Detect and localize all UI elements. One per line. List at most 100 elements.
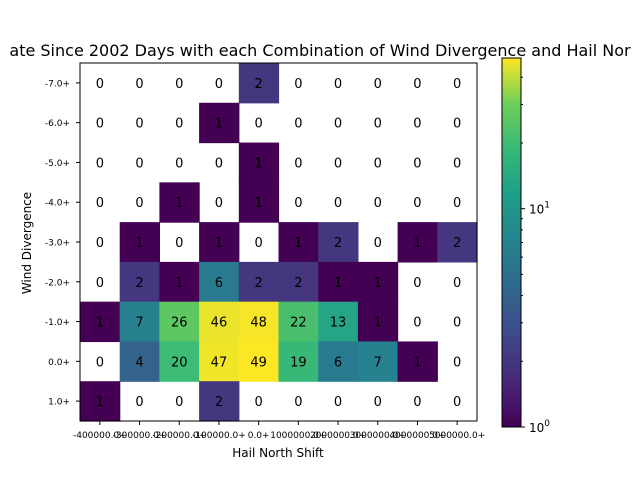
colorbar-ticks: 100 101	[521, 76, 550, 435]
heatmap-cell-labels: 0 0 0 0 2 0 0 0 0 0 0 0 0 1 0 0 0 0 0 0 0 0 0 0 1 0 0 0 0 0 0 0 1 0 1 0 0 0 0 0…	[96, 77, 462, 410]
colorbar-tick-label: 101	[529, 201, 550, 217]
y-axis: -7.0+ -6.0+ -5.0+ -4.0+ -3.0+ -2.0+ -1.0+ 0.0+ 1…	[45, 79, 80, 408]
heatmap-cell	[119, 301, 160, 343]
cell-value-label: 1	[413, 355, 421, 370]
cell-value-label: 0	[453, 77, 461, 92]
cell-value-label: 0	[96, 355, 104, 370]
y-tick-label: -5.0+	[45, 159, 70, 169]
heatmap-cell	[119, 261, 160, 303]
heatmap-cell	[159, 182, 200, 223]
colorbar-gradient	[501, 57, 522, 428]
heatmap-cell	[397, 222, 438, 263]
y-tick-label: -2.0+	[45, 278, 70, 288]
heatmap-cell	[318, 301, 359, 343]
heatmap-cell	[238, 341, 280, 382]
cell-value-label: 1	[175, 276, 183, 291]
cell-value-label: 2	[215, 395, 223, 410]
x-tick-label: 3000000.0+	[350, 431, 406, 441]
cell-value-label: 0	[135, 196, 143, 211]
cell-value-label: 13	[330, 316, 347, 331]
chart-title: ate Since 2002 Days with each Combinatio…	[9, 41, 631, 60]
cell-value-label: 0	[294, 117, 302, 132]
cell-value-label: 0	[96, 276, 104, 291]
cell-value-label: 2	[255, 276, 263, 291]
cell-value-label: 0	[175, 236, 183, 251]
cell-value-label: 0	[294, 395, 302, 410]
cell-value-label: 0	[413, 276, 421, 291]
cell-value-label: 0	[255, 236, 263, 251]
heatmap-cell	[199, 222, 240, 263]
x-axis: -400000.0+-300000.0+-200000.0+-100000.0+…	[73, 421, 485, 441]
y-tick-label: -7.0+	[45, 79, 70, 89]
cell-value-label: 0	[294, 77, 302, 92]
cell-value-label: 0	[215, 196, 223, 211]
cell-value-label: 20	[171, 355, 188, 370]
heatmap-cell	[278, 261, 319, 303]
cell-value-label: 22	[290, 316, 307, 331]
cell-value-label: 0	[374, 236, 382, 251]
y-tick-label: -4.0+	[45, 199, 70, 209]
cell-value-label: 0	[374, 395, 382, 410]
cell-value-label: 4	[135, 355, 143, 370]
cell-value-label: 0	[96, 156, 104, 171]
heatmap-cell	[278, 222, 319, 263]
x-tick-label: 0.0+	[248, 431, 270, 441]
cell-value-label: 0	[453, 276, 461, 291]
heatmap-cell	[159, 341, 200, 382]
cell-value-label: 47	[211, 355, 228, 370]
heatmap-cell	[238, 142, 280, 183]
heatmap-cell	[278, 341, 319, 382]
cell-value-label: 19	[290, 355, 307, 370]
cell-value-label: 0	[96, 196, 104, 211]
cell-value-label: 1	[175, 196, 183, 211]
cell-value-label: 7	[374, 355, 382, 370]
cell-value-label: 0	[96, 117, 104, 132]
cell-value-label: 0	[453, 156, 461, 171]
cell-value-label: 1	[215, 236, 223, 251]
cell-value-label: 0	[413, 316, 421, 331]
cell-value-label: 0	[374, 117, 382, 132]
cell-value-label: 0	[294, 156, 302, 171]
cell-value-label: 6	[215, 276, 223, 291]
heatmap-cell	[437, 222, 478, 263]
cell-value-label: 0	[175, 156, 183, 171]
cell-value-label: 49	[250, 355, 267, 370]
heatmap-cell	[318, 222, 359, 263]
cell-value-label: 1	[294, 236, 302, 251]
heatmap-cell	[199, 381, 240, 422]
cell-value-label: 0	[135, 395, 143, 410]
heatmap-cell	[318, 261, 359, 303]
cell-value-label: 48	[250, 316, 267, 331]
cell-value-label: 2	[453, 236, 461, 251]
y-tick-label: -6.0+	[45, 119, 70, 129]
heatmap-cell	[318, 341, 359, 382]
x-axis-label: Hail North Shift	[232, 446, 324, 460]
cell-value-label: 0	[255, 117, 263, 132]
heatmap-cell	[159, 261, 200, 303]
cell-value-label: 1	[374, 316, 382, 331]
cell-value-label: 0	[334, 395, 342, 410]
colorbar: 100 101	[501, 57, 550, 435]
heatmap-cell	[199, 301, 240, 343]
cell-value-label: 1	[334, 276, 342, 291]
x-tick-label: -100000.0+	[192, 431, 246, 441]
x-tick-label: 4000000.0+	[389, 431, 445, 441]
cell-value-label: 0	[96, 77, 104, 92]
cell-value-label: 0	[413, 156, 421, 171]
x-tick-label: -300000.0+	[113, 431, 167, 441]
cell-value-label: 0	[135, 156, 143, 171]
cell-value-label: 6	[334, 355, 342, 370]
cell-value-label: 0	[135, 77, 143, 92]
cell-value-label: 0	[453, 196, 461, 211]
cell-value-label: 0	[453, 316, 461, 331]
heatmap-cell	[357, 341, 399, 382]
cell-value-label: 26	[171, 316, 188, 331]
cell-value-label: 0	[294, 196, 302, 211]
x-tick-label: 5000000.0+	[429, 431, 485, 441]
cell-value-label: 0	[334, 156, 342, 171]
cell-value-label: 1	[255, 196, 263, 211]
cell-value-label: 7	[135, 316, 143, 331]
cell-value-label: 0	[374, 156, 382, 171]
heatmap-cell	[159, 301, 200, 343]
